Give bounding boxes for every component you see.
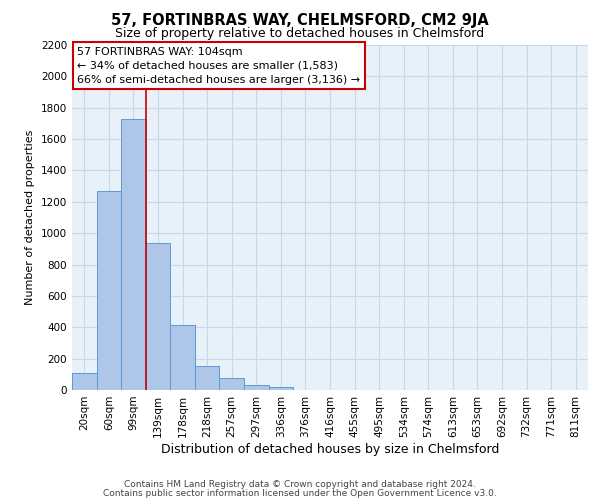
Bar (72, 373, 97, 390)
Text: Size of property relative to detached houses in Chelmsford: Size of property relative to detached ho… (115, 28, 485, 40)
Bar (97, 191, 121, 390)
Bar (121, 118, 146, 390)
Bar (170, 325, 195, 390)
X-axis label: Distribution of detached houses by size in Chelmsford: Distribution of detached houses by size … (161, 442, 499, 456)
Bar (195, 366, 220, 390)
Bar (269, 387, 293, 390)
Y-axis label: Number of detached properties: Number of detached properties (25, 130, 35, 305)
Text: 57 FORTINBRAS WAY: 104sqm
← 34% of detached houses are smaller (1,583)
66% of se: 57 FORTINBRAS WAY: 104sqm ← 34% of detac… (77, 46, 360, 84)
Text: Contains public sector information licensed under the Open Government Licence v3: Contains public sector information licen… (103, 489, 497, 498)
Text: 57, FORTINBRAS WAY, CHELMSFORD, CM2 9JA: 57, FORTINBRAS WAY, CHELMSFORD, CM2 9JA (111, 12, 489, 28)
Text: Contains HM Land Registry data © Crown copyright and database right 2024.: Contains HM Land Registry data © Crown c… (124, 480, 476, 489)
Bar (244, 384, 269, 390)
Bar (146, 242, 170, 390)
Bar (220, 378, 244, 390)
